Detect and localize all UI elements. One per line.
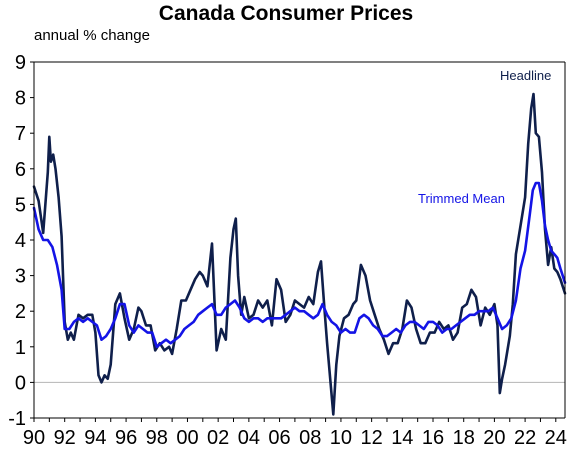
- x-tick-label: 92: [54, 427, 76, 449]
- x-tick-label: 08: [299, 427, 321, 449]
- y-tick-label: 7: [15, 123, 26, 145]
- y-tick-label: 8: [15, 88, 26, 110]
- x-tick-label: 18: [453, 427, 475, 449]
- annotation-headline: Headline: [500, 68, 551, 83]
- series-line-headline: [32, 92, 567, 416]
- y-tick-label: 2: [15, 301, 26, 323]
- x-tick-label: 14: [391, 427, 413, 449]
- chart-subtitle: annual % change: [34, 27, 150, 44]
- x-tick-label: 06: [268, 427, 290, 449]
- y-tick-label: 5: [15, 194, 26, 216]
- x-tick-label: 02: [207, 427, 229, 449]
- x-tick-label: 22: [514, 427, 536, 449]
- y-tick-label: -1: [8, 408, 26, 430]
- annotation-trimmed-mean: Trimmed Mean: [418, 191, 505, 206]
- x-tick-label: 24: [545, 427, 567, 449]
- x-tick-label: 16: [422, 427, 444, 449]
- x-tick-label: 20: [483, 427, 505, 449]
- y-tick-label: 1: [15, 337, 26, 359]
- y-tick-label: 6: [15, 159, 26, 181]
- chart-title: Canada Consumer Prices: [158, 2, 414, 25]
- x-tick-label: 98: [146, 427, 168, 449]
- x-tick-label: 94: [84, 427, 106, 449]
- x-tick-label: 00: [176, 427, 198, 449]
- x-tick-label: 04: [238, 427, 260, 449]
- x-tick-label: 90: [23, 427, 45, 449]
- x-tick-label: 10: [330, 427, 352, 449]
- y-tick-label: 4: [15, 230, 26, 252]
- y-tick-label: 3: [15, 266, 26, 288]
- x-tick-label: 12: [361, 427, 383, 449]
- y-tick-label: 0: [15, 372, 26, 394]
- y-tick-label: 9: [15, 52, 26, 74]
- x-tick-label: 96: [115, 427, 137, 449]
- series-line-trimmed-mean: [32, 181, 567, 349]
